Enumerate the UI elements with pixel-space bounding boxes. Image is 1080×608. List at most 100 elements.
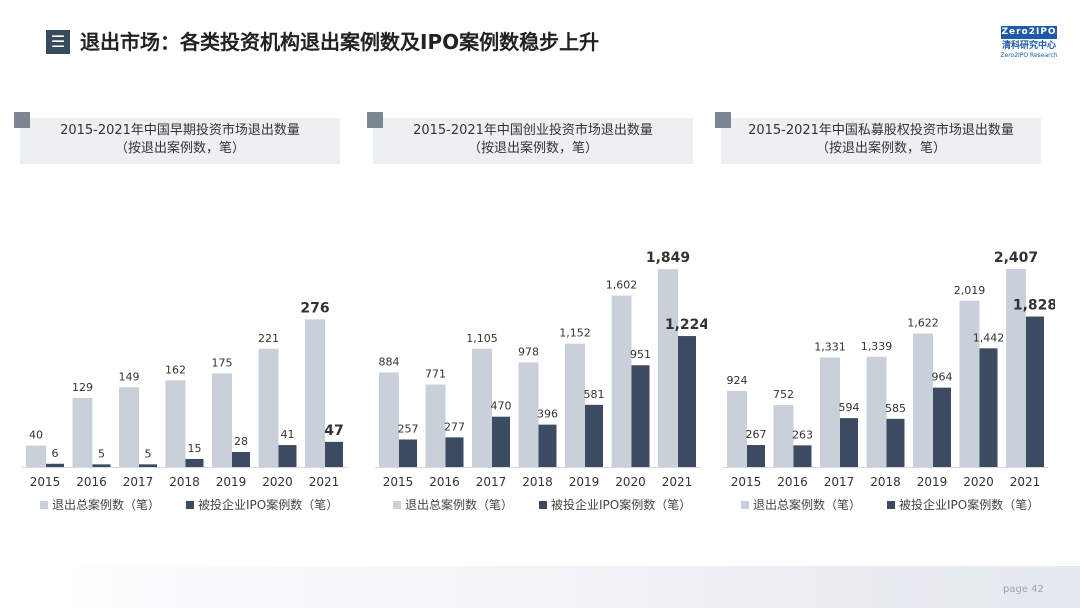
tick-label-2018: 2018 — [870, 475, 901, 489]
legend-label-total: 退出总案例数（笔） — [405, 497, 513, 512]
bar-ipo-2018 — [185, 458, 204, 467]
bar-total-2015 — [26, 445, 46, 467]
label-ipo-2015: 267 — [746, 428, 767, 441]
bar-total-2016 — [72, 397, 93, 467]
bar-total-2021 — [658, 269, 678, 467]
chart-subtitle: （按退出案例数，笔） — [815, 141, 946, 156]
menu-icon: ☰ — [46, 30, 70, 54]
tick-label-2017: 2017 — [476, 475, 507, 489]
bar-ipo-2018 — [538, 424, 557, 467]
label-ipo-2015: 6 — [52, 447, 59, 460]
label-ipo-2021: 47 — [324, 423, 343, 439]
label-total-2021: 2,407 — [994, 250, 1038, 266]
bar-ipo-2019 — [933, 387, 951, 467]
label-ipo-2019: 581 — [584, 388, 605, 401]
label-ipo-2020: 951 — [630, 348, 651, 361]
chart-header — [20, 118, 340, 164]
bar-ipo-2018 — [886, 418, 905, 467]
label-total-2015: 40 — [29, 429, 43, 442]
page-number: page 42 — [1003, 584, 1044, 595]
chart-title: 2015-2021年中国早期投资市场退出数量 — [60, 123, 300, 138]
chart-subtitle: （按退出案例数，笔） — [467, 141, 598, 156]
chart-title: 2015-2021年中国私募股权投资市场退出数量 — [748, 123, 1014, 138]
bar-ipo-2020 — [278, 445, 297, 467]
bar-ipo-2016 — [92, 464, 111, 467]
bar-ipo-2015 — [747, 445, 765, 467]
tick-label-2015: 2015 — [30, 475, 61, 489]
bar-ipo-2017 — [139, 464, 157, 467]
tick-label-2019: 2019 — [216, 475, 247, 489]
legend-swatch-ipo — [539, 501, 547, 509]
label-total-2020: 221 — [258, 332, 279, 345]
label-total-2016: 129 — [72, 381, 93, 394]
label-ipo-2021: 1,224 — [665, 317, 707, 333]
bar-total-2021 — [305, 319, 325, 467]
brand-name-cn: 清科研究中心 — [1001, 41, 1056, 51]
brand-logo: Zero2IPO 清科研究中心 Zero2IPO Research — [998, 26, 1060, 62]
bullet-square — [14, 112, 30, 128]
bar-ipo-2016 — [445, 437, 464, 467]
tick-label-2017: 2017 — [824, 475, 855, 489]
label-ipo-2017: 594 — [839, 401, 860, 414]
bar-ipo-2016 — [793, 445, 812, 467]
tick-label-2016: 2016 — [429, 475, 460, 489]
bar-total-2018 — [518, 362, 539, 467]
label-ipo-2019: 964 — [932, 371, 953, 384]
label-ipo-2016: 5 — [98, 447, 105, 460]
title-bar: ☰ 退出市场：各类投资机构退出案例数及IPO案例数稳步上升 — [0, 22, 1080, 62]
label-ipo-2018: 15 — [188, 442, 202, 455]
bar-total-2019 — [565, 343, 585, 467]
bar-total-2019 — [913, 333, 933, 467]
label-total-2020: 1,602 — [606, 279, 638, 292]
label-total-2018: 1,339 — [861, 340, 893, 353]
legend-label-total: 退出总案例数（笔） — [52, 497, 160, 512]
bar-total-2020 — [258, 348, 279, 467]
label-total-2015: 924 — [727, 374, 748, 387]
tick-label-2021: 2021 — [1010, 475, 1041, 489]
bar-total-2015 — [379, 372, 399, 467]
legend-label-ipo: 被投企业IPO案例数（笔） — [551, 497, 691, 512]
label-total-2015: 884 — [379, 355, 400, 368]
bar-ipo-2021 — [1026, 316, 1044, 467]
label-ipo-2020: 41 — [281, 428, 295, 441]
bar-ipo-2021 — [325, 441, 343, 467]
bullet-square — [715, 112, 731, 128]
label-total-2018: 978 — [518, 345, 539, 358]
bar-total-2020 — [959, 300, 980, 467]
legend-swatch-total — [741, 501, 749, 509]
chart-panel-early-stage: 2015-2021年中国早期投资市场退出数量 （按退出案例数，笔） 40 6 201… — [14, 110, 354, 530]
tick-label-2020: 2020 — [262, 475, 293, 489]
label-ipo-2018: 396 — [537, 408, 558, 421]
tick-label-2020: 2020 — [615, 475, 646, 489]
bar-ipo-2017 — [492, 416, 510, 467]
chart-panel-venture-capital: 2015-2021年中国创业投资市场退出数量 （按退出案例数，笔） 884 257… — [367, 110, 707, 530]
chart-panel-private-equity: 2015-2021年中国私募股权投资市场退出数量 （按退出案例数，笔） 924 2… — [715, 110, 1055, 530]
label-total-2017: 149 — [119, 370, 140, 383]
bar-total-2017 — [472, 348, 492, 467]
bar-ipo-2015 — [399, 439, 417, 467]
chart-subtitle: （按退出案例数，笔） — [114, 141, 245, 156]
tick-label-2015: 2015 — [731, 475, 762, 489]
label-total-2016: 771 — [425, 368, 446, 381]
tick-label-2020: 2020 — [963, 475, 994, 489]
legend-label-ipo: 被投企业IPO案例数（笔） — [198, 497, 338, 512]
bar-total-2016 — [425, 384, 446, 467]
legend-swatch-ipo — [186, 501, 194, 509]
label-total-2017: 1,105 — [466, 332, 498, 345]
tick-label-2018: 2018 — [169, 475, 200, 489]
bar-chart-venture-capital: 884 257 2015 771 277 2016 1,105 470 2017 978 396 20… — [375, 250, 707, 512]
legend-label-ipo: 被投企业IPO案例数（笔） — [899, 497, 1039, 512]
legend-swatch-total — [40, 501, 48, 509]
bar-ipo-2021 — [678, 336, 696, 467]
label-total-2019: 1,152 — [559, 327, 591, 340]
bar-ipo-2020 — [979, 348, 998, 467]
label-ipo-2016: 263 — [792, 428, 813, 441]
legend-label-total: 退出总案例数（笔） — [753, 497, 861, 512]
label-total-2016: 752 — [773, 388, 794, 401]
bar-ipo-2020 — [631, 365, 650, 467]
bar-total-2015 — [727, 390, 747, 467]
bar-total-2019 — [212, 373, 232, 467]
tick-label-2021: 2021 — [309, 475, 340, 489]
chart-header — [721, 118, 1041, 164]
bar-total-2020 — [611, 295, 632, 467]
